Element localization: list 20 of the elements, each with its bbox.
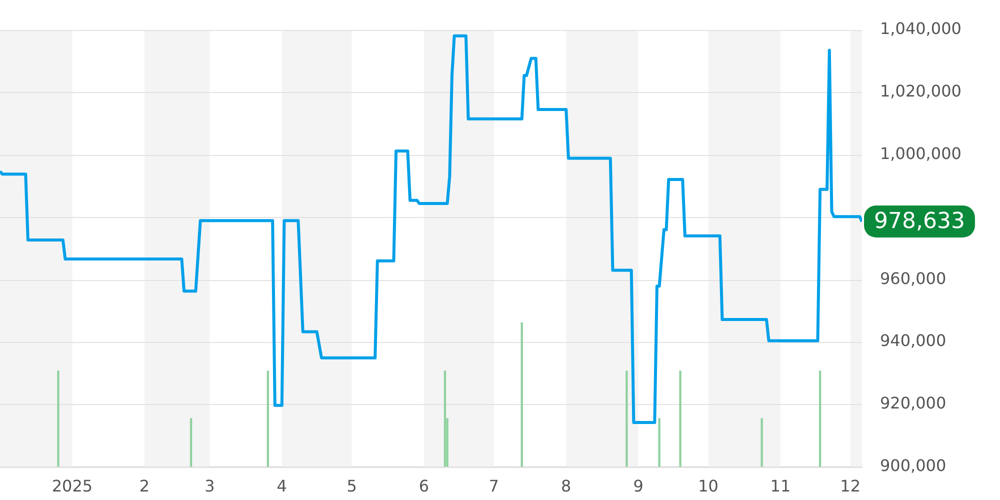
x-tick-label: 12 [840,476,861,496]
y-tick-label: 1,040,000 [880,19,962,38]
x-tick-label: 7 [488,476,499,496]
x-tick-label: 3 [204,476,215,496]
x-tick-label: 2 [139,476,150,496]
x-tick-label: 2025 [52,476,93,496]
y-tick-label: 1,020,000 [880,82,962,101]
x-tick-label: 6 [418,476,430,496]
x-tick-label: 8 [561,476,572,496]
y-tick-label: 900,000 [880,456,946,475]
annotation: 978,633 [874,209,965,234]
x-tick-label: 4 [276,476,287,496]
y-tick-label: 960,000 [880,268,946,288]
x-tick-label: 9 [633,476,644,496]
x-tick-label: 5 [346,476,357,496]
x-tick-label: 11 [770,476,791,496]
x-tick-label: 10 [698,476,718,496]
y-tick-label: 920,000 [880,394,946,413]
y-tick-label: 940,000 [880,331,946,350]
y-tick-label: 1,000,000 [880,144,962,163]
